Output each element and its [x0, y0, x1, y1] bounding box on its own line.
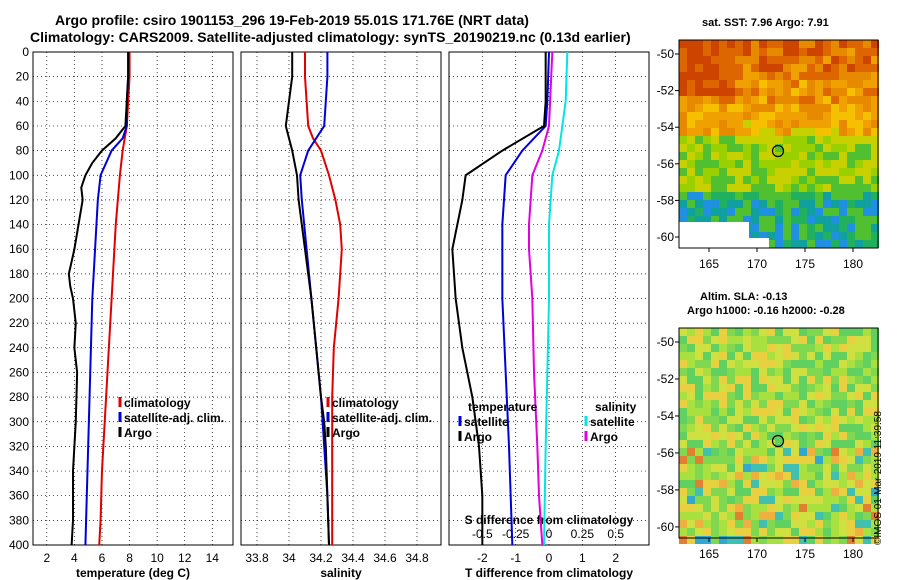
x2-tick-label: -0.25	[502, 527, 530, 541]
series-line-argo	[284, 52, 330, 546]
x-tick-label: 2	[43, 551, 50, 565]
x-axis-label: T difference from climatology	[465, 566, 633, 580]
y-tick-label: 160	[9, 242, 29, 256]
y-tick-label: 40	[16, 94, 30, 108]
legend-label: satellite	[590, 415, 635, 429]
series-line-argo	[67, 52, 130, 546]
x-tick-label: 34.2	[309, 551, 333, 565]
chart-salinity: 33.8 34 34.2 34.4 34.6 34.8 salinity climatolog…	[240, 51, 442, 580]
x-tick-label: 6	[99, 551, 106, 565]
x-tick-label: 2	[612, 551, 619, 565]
legend-label: Argo	[124, 426, 152, 440]
y-tick-label: 340	[9, 464, 29, 478]
legend-label: satellite-adj. clim.	[332, 411, 432, 425]
y-tick-label: 360	[9, 489, 29, 503]
x-tick-label: 33.8	[245, 551, 269, 565]
series-line-t-satellite	[501, 51, 550, 546]
x-tick-label: 14	[206, 551, 220, 565]
secondary-x-label: S difference from climatology	[465, 513, 634, 527]
legend-sal-title: salinity	[595, 400, 637, 414]
x-tick-label: 34.4	[341, 551, 365, 565]
x2-tick-label: 0.5	[607, 527, 624, 541]
title-line-1: Argo profile: csiro 1901153_296 19-Feb-2…	[55, 12, 529, 28]
y-tick-label: 100	[9, 168, 29, 182]
y-tick-label: 80	[16, 144, 30, 158]
x-tick-label: -2	[477, 551, 488, 565]
x-tick-label: 8	[126, 551, 133, 565]
y-tick-label: 260	[9, 365, 29, 379]
legend-label: Argo	[464, 430, 492, 444]
title-line-2: Climatology: CARS2009. Satellite-adjuste…	[30, 29, 631, 45]
y-tick-label: 60	[16, 119, 30, 133]
map2-title-line2: Argo h1000: -0.16 h2000: -0.28	[687, 305, 845, 317]
map2-title-line1: Altim. SLA: -0.13	[700, 291, 788, 303]
series-line-climatology	[98, 52, 131, 546]
x-tick-label: 1	[579, 551, 586, 565]
credit-text: ©IMOS 01-Mar-2019 11:39:58	[873, 411, 884, 545]
series-line-s-satellite	[543, 51, 569, 546]
chart-difference: -2 -1 0 1 2-0.5 -0.25 0 0.25 0.5S difference fro…	[448, 51, 650, 580]
legend-label: Argo	[332, 426, 360, 440]
x-axis-label: temperature (deg C)	[76, 566, 190, 580]
y-tick-label: 0	[22, 45, 29, 59]
x-axis-label: salinity	[320, 566, 362, 580]
x2-tick-label: 0.25	[571, 527, 595, 541]
x2-tick-label: 0	[546, 527, 553, 541]
legend-label: satellite	[464, 415, 509, 429]
y-tick-label: 280	[9, 390, 29, 404]
y-tick-label: 200	[9, 292, 29, 306]
series-line-climatology	[304, 52, 343, 545]
x-tick-label: -1	[510, 551, 521, 565]
x-tick-label: 12	[178, 551, 192, 565]
x-tick-label: 34.6	[373, 551, 397, 565]
legend-label: climatology	[332, 396, 399, 410]
legend-label: Argo	[590, 430, 618, 444]
y-tick-label: 180	[9, 267, 29, 281]
legend-label: climatology	[124, 396, 191, 410]
y-tick-label: 240	[9, 341, 29, 355]
y-tick-label: 400	[9, 538, 29, 552]
map1-title: sat. SST: 7.96 Argo: 7.91	[702, 17, 829, 29]
series-line-t-argo	[451, 52, 547, 545]
y-tick-label: 300	[9, 415, 29, 429]
y-tick-label: 140	[9, 218, 29, 232]
legend-temp-title: temperature	[468, 400, 538, 414]
y-tick-label: 120	[9, 193, 29, 207]
y-tick-label: 20	[16, 70, 30, 84]
series-line-satellite-adj-clim-	[299, 52, 330, 546]
x-tick-label: 34	[282, 551, 296, 565]
y-tick-label: 380	[9, 513, 29, 527]
chart-temperature: 0 20 40 60 80 100 120 140 160 180 200 220 240 260 280 3…	[9, 45, 234, 580]
y-tick-label: 220	[9, 316, 29, 330]
x-tick-label: 0	[546, 551, 553, 565]
series-line-s-argo	[528, 51, 554, 546]
legend-label: satellite-adj. clim.	[124, 411, 224, 425]
x-tick-label: 4	[71, 551, 78, 565]
x-tick-label: 34.8	[405, 551, 429, 565]
x-tick-label: 10	[150, 551, 164, 565]
y-tick-label: 320	[9, 439, 29, 453]
